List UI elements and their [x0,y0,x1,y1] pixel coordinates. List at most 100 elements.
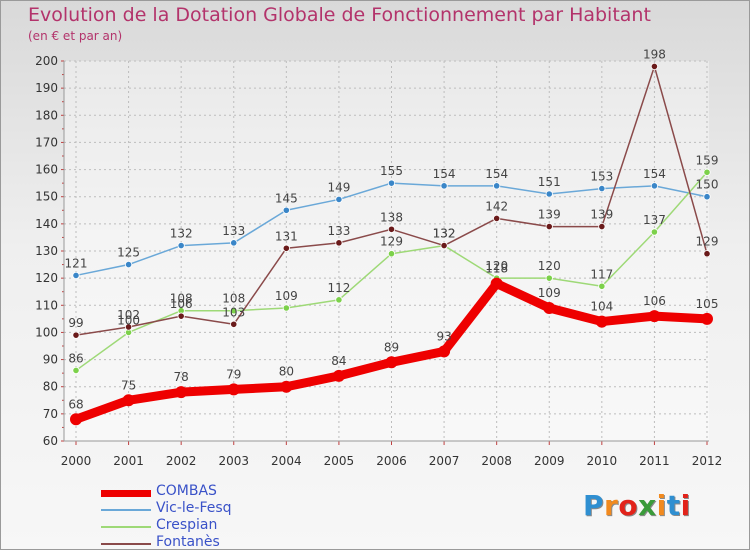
proxiti-logo: Proxiti [583,489,691,522]
legend-item-combas[interactable]: COMBAS [101,483,321,502]
data-label-crespian: 100 [117,313,140,327]
data-point-fontan-s [545,222,553,231]
data-point-crespian [335,296,343,304]
data-label-combas: 118 [485,262,508,276]
data-label-vic-le-fesq: 151 [538,175,561,189]
data-label-vic-le-fesq: 133 [222,224,245,238]
y-tick-label: 130 [35,244,58,258]
data-label-vic-le-fesq: 145 [275,191,298,205]
data-point-fontan-s [387,225,396,233]
logo-letter: o [618,489,639,522]
data-point-vic-le-fesq [387,179,396,187]
x-tick-label: 2000 [61,454,92,468]
data-label-combas: 79 [226,367,241,381]
data-label-crespian: 117 [590,267,613,281]
data-point-combas [648,310,661,323]
data-point-combas [701,312,713,325]
data-point-vic-le-fesq [545,190,553,198]
data-point-crespian [387,250,396,258]
y-tick-label: 140 [35,217,58,231]
data-point-crespian [72,366,80,375]
chart-subtitle: (en € et par an) [28,29,123,43]
data-label-combas: 78 [174,370,189,384]
data-label-fontan-s: 99 [68,316,83,330]
data-label-combas: 89 [384,340,399,354]
y-tick-label: 90 [43,353,58,367]
data-point-combas [490,277,503,290]
data-point-crespian [545,274,553,282]
data-label-vic-le-fesq: 153 [590,170,613,184]
data-label-fontan-s: 106 [170,297,193,311]
data-point-fontan-s [72,331,80,339]
series-layer [70,62,713,426]
data-label-fontan-s: 102 [117,308,140,322]
data-point-fontan-s [335,239,343,247]
y-tick-label: 150 [35,190,58,204]
data-point-fontan-s [282,244,290,252]
data-label-vic-le-fesq: 149 [327,180,350,194]
data-point-crespian [282,304,290,312]
x-tick-label: 2009 [534,454,565,468]
y-tick-label: 190 [35,81,58,95]
data-label-crespian: 112 [327,281,350,295]
data-point-fontan-s [230,320,238,328]
data-point-combas [332,369,345,382]
x-tick-label: 2004 [271,454,302,468]
data-point-vic-le-fesq [650,182,659,190]
logo-letter: P [583,489,605,522]
legend-item-crespian[interactable]: Crespian [101,517,321,536]
data-label-layer: 68 75 78 79 80 84 89 93 118 109 104 106 105 121 125 132… [65,47,719,411]
data-label-fontan-s: 142 [485,199,508,213]
data-point-fontan-s [440,241,448,250]
legend-label-crespian: Crespian [156,517,218,533]
data-label-fontan-s: 138 [380,210,403,224]
data-point-fontan-s [598,222,606,231]
data-label-crespian: 120 [538,259,561,273]
data-point-fontan-s [650,62,659,71]
x-tick-label: 2007 [429,454,460,468]
data-point-vic-le-fesq [72,271,80,280]
data-point-crespian [230,307,238,315]
x-tick-label: 2008 [481,454,512,468]
data-label-fontan-s: 139 [538,208,561,222]
data-point-vic-le-fesq [177,241,185,250]
data-label-fontan-s: 129 [696,235,719,249]
legend-swatch-vic-le-fesq [101,509,151,511]
data-label-fontan-s: 132 [433,227,456,241]
legend-item-fontanes[interactable]: Fontanès [101,534,321,553]
y-tick-label: 120 [35,271,58,285]
data-label-vic-le-fesq: 154 [433,167,456,181]
x-tick-label: 2005 [324,454,355,468]
legend: COMBAS Vic-le-Fesq Crespian Fontanès [101,483,321,553]
data-label-vic-le-fesq: 154 [485,167,508,181]
x-tick-label: 2003 [218,454,249,468]
data-label-fontan-s: 133 [327,224,350,238]
data-label-combas: 104 [590,300,613,314]
data-point-vic-le-fesq [493,182,501,190]
data-point-combas [122,394,135,407]
logo-letter: x [638,489,657,522]
x-tick-label: 2010 [587,454,618,468]
data-point-combas [175,386,188,399]
data-point-combas [595,315,608,328]
data-label-vic-le-fesq: 154 [643,167,666,181]
data-label-combas: 109 [538,286,561,300]
data-label-crespian: 137 [643,213,666,227]
data-point-fontan-s [493,214,501,223]
data-label-crespian: 108 [222,292,245,306]
data-label-combas: 80 [279,365,294,379]
data-label-combas: 68 [68,397,83,411]
legend-label-fontanes: Fontanès [156,534,220,550]
data-point-vic-le-fesq [335,195,343,204]
x-tick-label: 2012 [692,454,723,468]
data-label-fontan-s: 103 [222,305,245,319]
data-point-vic-le-fesq [598,184,606,193]
y-tick-label: 100 [35,325,58,339]
data-label-crespian: 129 [380,235,403,249]
data-label-crespian: 120 [485,259,508,273]
legend-item-vic-le-fesq[interactable]: Vic-le-Fesq [101,500,321,519]
data-label-vic-le-fesq: 150 [696,178,719,192]
chart-title: Evolution de la Dotation Globale de Fonc… [28,4,651,26]
